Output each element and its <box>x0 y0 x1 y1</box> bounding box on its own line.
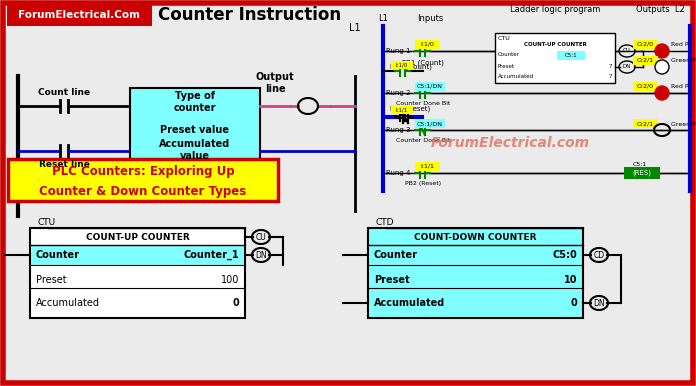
Text: DN: DN <box>255 251 267 259</box>
Text: Type of
counter: Type of counter <box>174 91 216 113</box>
Bar <box>633 119 658 128</box>
Bar <box>7 4 152 26</box>
Text: C5:0: C5:0 <box>552 250 577 260</box>
Bar <box>415 40 440 49</box>
Text: Counter Done Bit: Counter Done Bit <box>396 138 450 143</box>
Bar <box>30 228 245 318</box>
Text: Red PL: Red PL <box>671 42 692 47</box>
Text: Preset: Preset <box>374 275 410 285</box>
Text: 7: 7 <box>608 64 612 68</box>
Bar <box>391 106 413 114</box>
Text: CD: CD <box>594 251 605 259</box>
Text: O:2/0: O:2/0 <box>637 84 654 89</box>
Text: Count line: Count line <box>38 88 90 97</box>
Text: DN: DN <box>593 298 605 308</box>
Text: Rung 2: Rung 2 <box>386 90 411 96</box>
Text: CU: CU <box>623 49 631 54</box>
Text: Accumulated
value: Accumulated value <box>159 139 230 161</box>
Text: O:2/1: O:2/1 <box>637 121 654 126</box>
Bar <box>8 159 278 201</box>
Bar <box>415 119 445 128</box>
Bar <box>557 51 585 60</box>
Text: Green PL: Green PL <box>671 59 696 64</box>
Text: 7: 7 <box>608 73 612 78</box>
Text: 10: 10 <box>564 275 577 285</box>
Circle shape <box>655 86 669 100</box>
Text: ForumElectrical.Com: ForumElectrical.Com <box>18 10 140 20</box>
Text: 0: 0 <box>232 298 239 308</box>
Bar <box>130 88 260 168</box>
Bar <box>624 167 660 179</box>
Text: Rung 4: Rung 4 <box>386 170 411 176</box>
Text: Rung 3: Rung 3 <box>386 127 411 133</box>
Text: L1: L1 <box>349 23 361 33</box>
Text: Green PL: Green PL <box>671 122 696 127</box>
Bar <box>633 82 658 91</box>
Bar <box>415 82 445 91</box>
Text: PLC Counters: Exploring Up: PLC Counters: Exploring Up <box>52 164 235 178</box>
Text: Counter: Counter <box>498 52 520 58</box>
Text: Counter Done Bit: Counter Done Bit <box>396 101 450 106</box>
Circle shape <box>655 60 669 74</box>
Text: Accumulated: Accumulated <box>374 298 445 308</box>
Text: Rung 1: Rung 1 <box>386 48 411 54</box>
Text: CTU: CTU <box>498 36 511 41</box>
Text: (RES): (RES) <box>633 170 651 176</box>
Text: Accumulated: Accumulated <box>498 73 534 78</box>
Bar <box>391 61 413 69</box>
Text: CTU: CTU <box>38 218 56 227</box>
Circle shape <box>655 44 669 58</box>
Text: Outputs  L2: Outputs L2 <box>635 5 684 15</box>
Text: PB2 (Reset): PB2 (Reset) <box>405 181 441 186</box>
Text: Counter Instruction: Counter Instruction <box>158 6 341 24</box>
Text: PB1 (Count): PB1 (Count) <box>390 64 432 70</box>
Text: PB2 (Reset): PB2 (Reset) <box>390 106 430 112</box>
Text: C5:1/DN: C5:1/DN <box>417 84 443 89</box>
Text: Preset value: Preset value <box>161 125 230 135</box>
Text: Preset: Preset <box>36 275 67 285</box>
Bar <box>633 40 658 49</box>
Text: COUNT-UP COUNTER: COUNT-UP COUNTER <box>86 232 189 242</box>
Text: Counter_1: Counter_1 <box>183 250 239 260</box>
Text: L1: L1 <box>378 14 388 23</box>
Text: 100: 100 <box>221 275 239 285</box>
Text: PB1 (Count): PB1 (Count) <box>402 59 444 66</box>
Text: I:1/1: I:1/1 <box>420 164 434 169</box>
Bar <box>31 246 244 265</box>
Bar <box>368 228 583 318</box>
Text: Counter & Down Counter Types: Counter & Down Counter Types <box>40 185 246 198</box>
Text: C5:1: C5:1 <box>564 53 577 58</box>
Text: ForumElectrical.com: ForumElectrical.com <box>430 136 590 150</box>
Text: Output
line: Output line <box>255 73 294 94</box>
Text: O:2/0: O:2/0 <box>637 42 654 47</box>
Text: O:2/1: O:2/1 <box>637 58 654 63</box>
Text: Reset line: Reset line <box>38 160 90 169</box>
Text: Inputs: Inputs <box>417 14 443 23</box>
Text: Ladder logic program: Ladder logic program <box>509 5 600 15</box>
Text: Accumulated: Accumulated <box>36 298 100 308</box>
Text: DN: DN <box>623 64 631 69</box>
Text: Preset: Preset <box>498 64 515 68</box>
Text: I:1/0: I:1/0 <box>420 42 434 47</box>
Bar <box>633 56 658 65</box>
Text: COUNT-DOWN COUNTER: COUNT-DOWN COUNTER <box>414 232 537 242</box>
Text: 0: 0 <box>570 298 577 308</box>
Bar <box>415 162 440 171</box>
Text: C5:1: C5:1 <box>633 163 647 168</box>
Text: Red PL: Red PL <box>671 85 692 90</box>
Text: CU: CU <box>255 232 267 242</box>
Text: COUNT-UP COUNTER: COUNT-UP COUNTER <box>523 42 587 47</box>
Text: Counter: Counter <box>374 250 418 260</box>
Text: I:1/1: I:1/1 <box>396 107 408 112</box>
Text: CTD: CTD <box>376 218 395 227</box>
Text: Counter: Counter <box>36 250 80 260</box>
Bar <box>495 33 615 83</box>
Text: I:1/0: I:1/0 <box>396 63 408 68</box>
Text: C5:1/DN: C5:1/DN <box>417 121 443 126</box>
